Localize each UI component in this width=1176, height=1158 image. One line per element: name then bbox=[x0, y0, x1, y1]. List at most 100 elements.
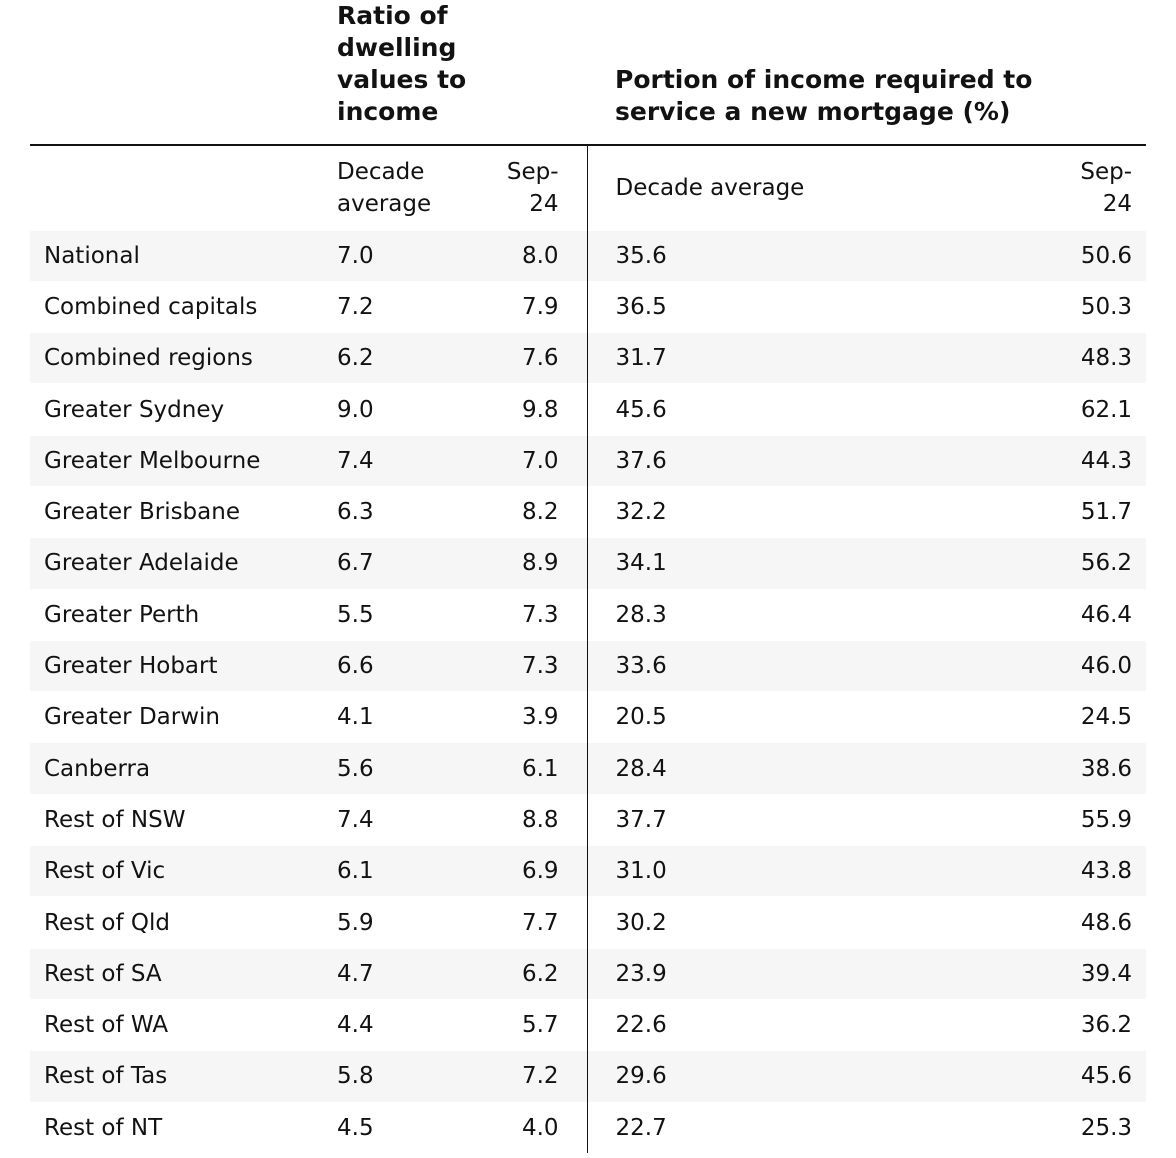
income-sep-cell: 48.6 bbox=[1007, 896, 1147, 949]
table-row: Greater Sydney 9.0 9.8 45.6 62.1 bbox=[30, 383, 1147, 436]
income-avg-cell: 33.6 bbox=[587, 639, 1008, 692]
ratio-sep-cell: 7.0 bbox=[478, 434, 588, 487]
income-avg-cell: 28.4 bbox=[587, 742, 1008, 795]
ratio-sep-cell: 6.2 bbox=[478, 947, 588, 1000]
ratio-sep-cell: 8.9 bbox=[478, 537, 588, 590]
table-row: National 7.0 8.0 35.6 50.6 bbox=[30, 229, 1147, 282]
table-body: National 7.0 8.0 35.6 50.6 Combined capitals 7… bbox=[30, 229, 1147, 1154]
income-sep-cell: 56.2 bbox=[1007, 537, 1147, 590]
income-avg-cell: 32.2 bbox=[587, 485, 1008, 538]
region-cell: Rest of Vic bbox=[30, 845, 322, 897]
table-row: Canberra 5.6 6.1 28.4 38.6 bbox=[30, 742, 1147, 795]
region-cell: Greater Melbourne bbox=[30, 434, 322, 487]
affordability-table: Ratio of dwelling values to income Porti… bbox=[30, 0, 1147, 1154]
table-row: Combined regions 6.2 7.6 31.7 48.3 bbox=[30, 332, 1147, 384]
sub-header-row: Decade average Sep-24 Decade average Sep… bbox=[30, 145, 1146, 230]
income-avg-cell: 45.6 bbox=[587, 383, 1008, 436]
table-row: Greater Adelaide 6.7 8.9 34.1 56.2 bbox=[30, 537, 1147, 590]
ratio-sep-subheader: Sep-24 bbox=[478, 145, 588, 230]
ratio-avg-cell: 5.6 bbox=[322, 742, 478, 795]
table-row: Rest of Vic 6.1 6.9 31.0 43.8 bbox=[30, 845, 1147, 897]
ratio-avg-cell: 6.7 bbox=[322, 537, 478, 590]
ratio-avg-cell: 6.6 bbox=[322, 639, 478, 692]
empty-group-header bbox=[30, 0, 322, 146]
income-avg-cell: 36.5 bbox=[587, 280, 1008, 333]
ratio-group-header: Ratio of dwelling values to income bbox=[322, 0, 588, 146]
ratio-avg-subheader-text: Decade average bbox=[337, 158, 432, 217]
income-avg-cell: 29.6 bbox=[587, 1050, 1008, 1103]
income-sep-cell: 62.1 bbox=[1007, 383, 1147, 436]
income-group-header: Portion of income required to service a … bbox=[587, 0, 1147, 146]
ratio-sep-cell: 6.9 bbox=[478, 845, 588, 897]
table-row: Rest of Qld 5.9 7.7 30.2 48.6 bbox=[30, 896, 1147, 949]
ratio-avg-cell: 4.5 bbox=[322, 1101, 478, 1154]
region-cell: Greater Perth bbox=[30, 588, 322, 641]
table-row: Rest of NSW 7.4 8.8 37.7 55.9 bbox=[30, 793, 1147, 846]
ratio-sep-cell: 4.0 bbox=[478, 1101, 588, 1154]
region-cell: Combined regions bbox=[30, 332, 322, 384]
table-row: Greater Hobart 6.6 7.3 33.6 46.0 bbox=[30, 639, 1147, 692]
data-table-container: Ratio of dwelling values to income Porti… bbox=[30, 0, 1147, 1154]
table-row: Greater Darwin 4.1 3.9 20.5 24.5 bbox=[30, 691, 1147, 743]
region-cell: Rest of Qld bbox=[30, 896, 322, 949]
income-sep-cell: 38.6 bbox=[1007, 742, 1147, 795]
ratio-sep-cell: 5.7 bbox=[478, 998, 588, 1051]
region-cell: Greater Darwin bbox=[30, 691, 322, 743]
region-cell: Rest of SA bbox=[30, 947, 322, 1000]
ratio-sep-subheader-text: Sep-24 bbox=[506, 158, 559, 217]
ratio-avg-cell: 7.4 bbox=[322, 793, 478, 846]
table-row: Rest of WA 4.4 5.7 22.6 36.2 bbox=[30, 998, 1147, 1051]
region-cell: Greater Adelaide bbox=[30, 537, 322, 590]
ratio-sep-cell: 7.3 bbox=[478, 588, 588, 641]
group-header-row: Ratio of dwelling values to income Porti… bbox=[30, 0, 1147, 146]
region-cell: Greater Brisbane bbox=[30, 485, 322, 538]
income-avg-cell: 22.6 bbox=[587, 998, 1008, 1051]
ratio-avg-cell: 6.3 bbox=[322, 485, 478, 538]
income-sep-cell: 44.3 bbox=[1007, 434, 1147, 487]
income-avg-cell: 20.5 bbox=[587, 691, 1008, 743]
ratio-avg-cell: 7.2 bbox=[322, 280, 478, 333]
region-cell: Combined capitals bbox=[30, 280, 322, 333]
region-cell: Canberra bbox=[30, 742, 322, 795]
income-avg-cell: 37.6 bbox=[587, 434, 1008, 487]
income-avg-cell: 22.7 bbox=[587, 1101, 1008, 1154]
ratio-sep-cell: 9.8 bbox=[478, 383, 588, 436]
income-sep-cell: 36.2 bbox=[1007, 998, 1147, 1051]
ratio-sep-cell: 8.2 bbox=[478, 485, 588, 538]
region-cell: National bbox=[30, 229, 322, 282]
table-row: Combined capitals 7.2 7.9 36.5 50.3 bbox=[30, 280, 1147, 333]
income-avg-cell: 37.7 bbox=[587, 793, 1008, 846]
ratio-avg-cell: 5.9 bbox=[322, 896, 478, 949]
income-avg-cell: 28.3 bbox=[587, 588, 1008, 641]
income-sep-cell: 46.4 bbox=[1007, 588, 1147, 641]
table-row: Rest of Tas 5.8 7.2 29.6 45.6 bbox=[30, 1050, 1147, 1103]
income-avg-cell: 30.2 bbox=[587, 896, 1008, 949]
table-row: Greater Perth 5.5 7.3 28.3 46.4 bbox=[30, 588, 1147, 641]
ratio-sep-cell: 7.7 bbox=[478, 896, 588, 949]
ratio-avg-cell: 4.4 bbox=[322, 998, 478, 1051]
ratio-sep-cell: 3.9 bbox=[478, 691, 588, 743]
income-sep-subheader: Sep-24 bbox=[1007, 145, 1146, 230]
ratio-avg-cell: 6.1 bbox=[322, 845, 478, 897]
ratio-avg-cell: 5.8 bbox=[322, 1050, 478, 1103]
income-sep-cell: 43.8 bbox=[1007, 845, 1147, 897]
income-sep-cell: 45.6 bbox=[1007, 1050, 1147, 1103]
ratio-sep-cell: 7.6 bbox=[478, 332, 588, 384]
income-sep-cell: 50.3 bbox=[1007, 280, 1147, 333]
region-cell: Greater Hobart bbox=[30, 639, 322, 692]
ratio-sep-cell: 7.2 bbox=[478, 1050, 588, 1103]
ratio-sep-cell: 8.0 bbox=[478, 229, 588, 282]
table-row: Rest of NT 4.5 4.0 22.7 25.3 bbox=[30, 1101, 1147, 1154]
ratio-avg-cell: 6.2 bbox=[322, 332, 478, 384]
ratio-avg-subheader: Decade average bbox=[322, 145, 478, 230]
table-row: Rest of SA 4.7 6.2 23.9 39.4 bbox=[30, 947, 1147, 1000]
ratio-avg-cell: 9.0 bbox=[322, 383, 478, 436]
ratio-avg-cell: 4.1 bbox=[322, 691, 478, 743]
income-sep-cell: 55.9 bbox=[1007, 793, 1147, 846]
income-sep-cell: 24.5 bbox=[1007, 691, 1147, 743]
income-avg-cell: 31.0 bbox=[587, 845, 1008, 897]
table-row: Greater Brisbane 6.3 8.2 32.2 51.7 bbox=[30, 485, 1147, 538]
region-cell: Rest of Tas bbox=[30, 1050, 322, 1103]
ratio-sep-cell: 7.3 bbox=[478, 639, 588, 692]
income-sep-cell: 50.6 bbox=[1007, 229, 1147, 282]
